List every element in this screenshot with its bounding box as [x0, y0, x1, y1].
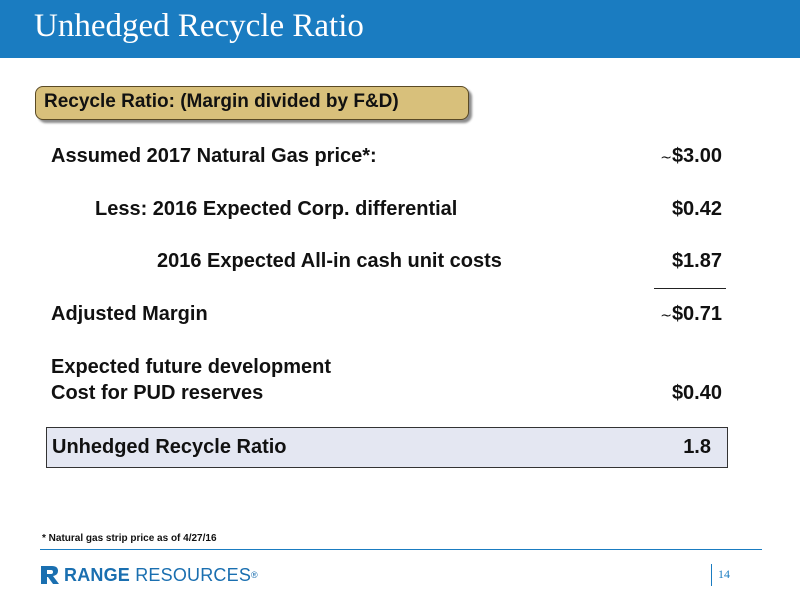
- cash-costs-value: $1.87: [671, 250, 722, 272]
- registered-mark: ®: [251, 570, 258, 580]
- adjusted-margin-value: ~$0.71: [660, 303, 722, 326]
- title-bar: Unhedged Recycle Ratio: [0, 0, 800, 58]
- differential-value: $0.42: [671, 198, 722, 220]
- result-value: 1.8: [683, 436, 711, 458]
- logo-wordmark: RANGE RESOURCES®: [64, 565, 258, 585]
- gas-price-value: ~$3.00: [660, 145, 722, 168]
- development-cost-label-line1: Expected future development: [51, 356, 332, 378]
- range-logo-icon: [41, 566, 59, 584]
- page-number: 14: [718, 567, 730, 581]
- development-cost-label-line2: Cost for PUD reserves: [51, 382, 264, 404]
- adjusted-margin-label: Adjusted Margin: [51, 303, 208, 325]
- subtitle-box: Recycle Ratio: (Margin divided by F&D): [35, 86, 469, 120]
- footer-rule: [40, 549, 762, 550]
- total-rule: [654, 288, 726, 289]
- result-label: Unhedged Recycle Ratio: [52, 436, 287, 458]
- approx-symbol: ~: [660, 150, 672, 166]
- company-logo: RANGE RESOURCES®: [40, 564, 258, 586]
- development-cost-value: $0.40: [671, 382, 722, 404]
- approx-symbol: ~: [660, 308, 672, 324]
- logo-resources-text: RESOURCES: [135, 565, 252, 585]
- logo-range-text: RANGE: [64, 565, 131, 585]
- subtitle-text: Recycle Ratio: (Margin divided by F&D): [44, 91, 399, 112]
- gas-price-amount: $3.00: [671, 145, 722, 167]
- differential-label: Less: 2016 Expected Corp. differential: [95, 198, 458, 220]
- gas-price-label: Assumed 2017 Natural Gas price*:: [51, 145, 377, 167]
- result-box: Unhedged Recycle Ratio 1.8: [46, 427, 728, 468]
- page-title: Unhedged Recycle Ratio: [34, 8, 364, 44]
- page-number-divider: [711, 564, 712, 586]
- adjusted-margin-amount: $0.71: [671, 303, 722, 325]
- cash-costs-label: 2016 Expected All-in cash unit costs: [157, 250, 502, 272]
- footnote: * Natural gas strip price as of 4/27/16: [42, 533, 217, 544]
